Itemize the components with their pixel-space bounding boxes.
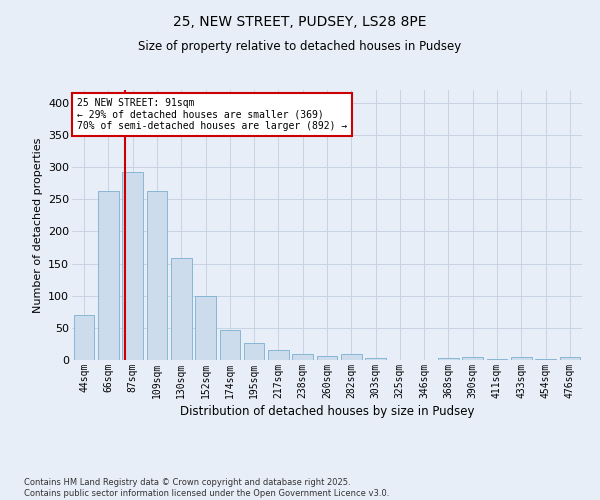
Bar xyxy=(463,358,483,360)
Y-axis label: Number of detached properties: Number of detached properties xyxy=(32,138,43,312)
Bar xyxy=(341,354,362,360)
Text: 25, NEW STREET, PUDSEY, LS28 8PE: 25, NEW STREET, PUDSEY, LS28 8PE xyxy=(173,15,427,29)
Bar xyxy=(74,315,94,360)
Text: Contains HM Land Registry data © Crown copyright and database right 2025.
Contai: Contains HM Land Registry data © Crown c… xyxy=(24,478,389,498)
Bar xyxy=(146,191,167,360)
Bar xyxy=(122,172,143,360)
Bar xyxy=(317,356,337,360)
X-axis label: Distribution of detached houses by size in Pudsey: Distribution of detached houses by size … xyxy=(180,405,474,418)
Bar xyxy=(560,358,580,360)
Bar xyxy=(195,296,216,360)
Bar xyxy=(511,358,532,360)
Bar xyxy=(98,191,119,360)
Bar xyxy=(292,354,313,360)
Text: Size of property relative to detached houses in Pudsey: Size of property relative to detached ho… xyxy=(139,40,461,53)
Text: 25 NEW STREET: 91sqm
← 29% of detached houses are smaller (369)
70% of semi-deta: 25 NEW STREET: 91sqm ← 29% of detached h… xyxy=(77,98,347,132)
Bar xyxy=(220,330,240,360)
Bar xyxy=(268,350,289,360)
Bar xyxy=(438,358,459,360)
Bar xyxy=(171,258,191,360)
Bar xyxy=(365,358,386,360)
Bar xyxy=(244,342,265,360)
